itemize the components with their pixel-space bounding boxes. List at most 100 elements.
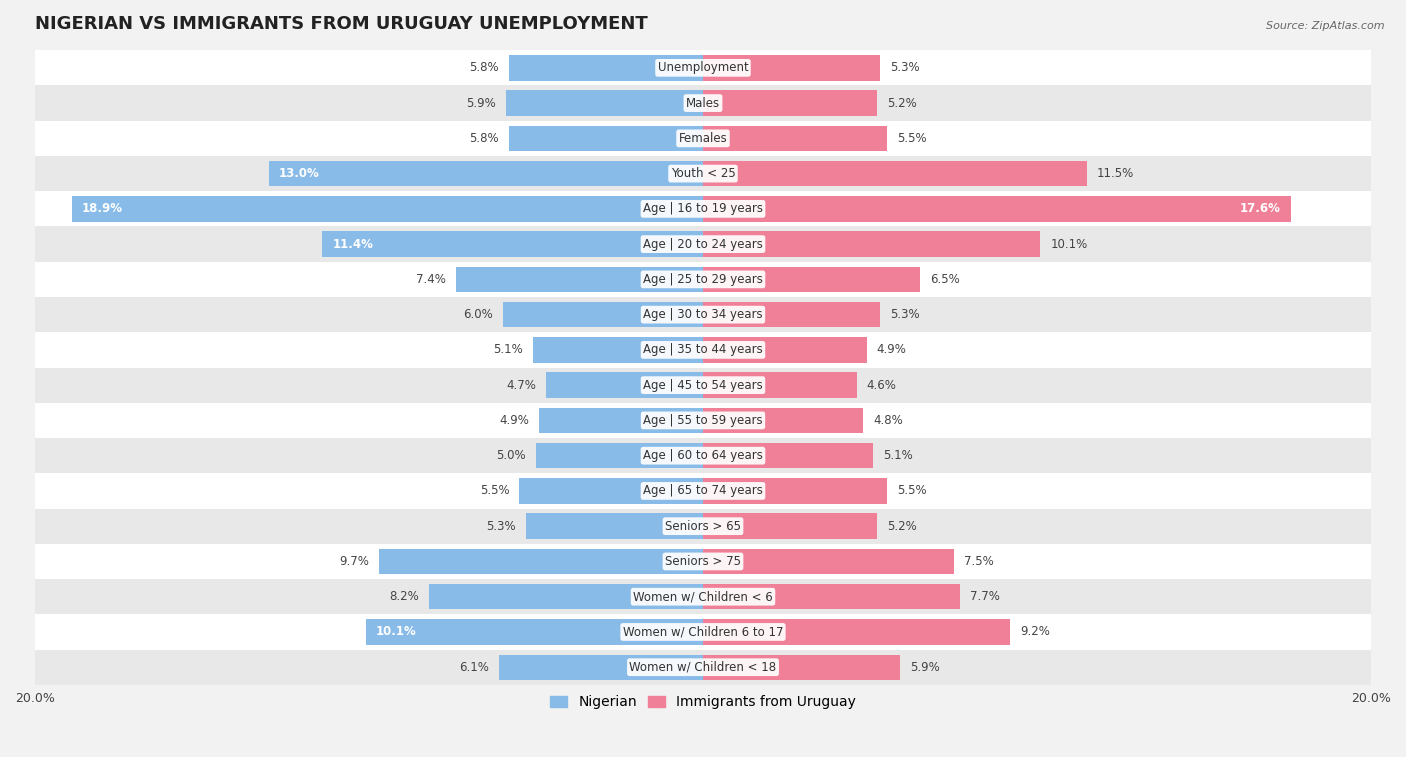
Bar [380, 549, 703, 574]
Bar [546, 372, 703, 398]
Bar [456, 266, 703, 292]
Bar [35, 86, 1371, 120]
Bar [35, 156, 1371, 192]
Bar [35, 615, 1371, 650]
Text: 6.5%: 6.5% [931, 273, 960, 286]
Text: 9.2%: 9.2% [1021, 625, 1050, 638]
Text: Seniors > 65: Seniors > 65 [665, 520, 741, 533]
Bar [72, 196, 703, 222]
Text: Age | 30 to 34 years: Age | 30 to 34 years [643, 308, 763, 321]
Text: 6.1%: 6.1% [460, 661, 489, 674]
Text: 5.2%: 5.2% [887, 520, 917, 533]
Bar [703, 513, 877, 539]
Bar [35, 368, 1371, 403]
Bar [519, 478, 703, 503]
Text: 5.8%: 5.8% [470, 132, 499, 145]
Text: Source: ZipAtlas.com: Source: ZipAtlas.com [1267, 21, 1385, 31]
Bar [35, 438, 1371, 473]
Bar [506, 90, 703, 116]
Bar [703, 196, 1291, 222]
Bar [35, 544, 1371, 579]
Legend: Nigerian, Immigrants from Uruguay: Nigerian, Immigrants from Uruguay [546, 690, 860, 715]
Text: 7.4%: 7.4% [416, 273, 446, 286]
Bar [35, 403, 1371, 438]
Bar [35, 473, 1371, 509]
Text: Age | 60 to 64 years: Age | 60 to 64 years [643, 449, 763, 463]
Text: Women w/ Children < 18: Women w/ Children < 18 [630, 661, 776, 674]
Bar [429, 584, 703, 609]
Text: Males: Males [686, 97, 720, 110]
Text: 5.5%: 5.5% [897, 132, 927, 145]
Text: 8.2%: 8.2% [389, 590, 419, 603]
Text: Unemployment: Unemployment [658, 61, 748, 74]
Bar [703, 55, 880, 80]
Text: Age | 20 to 24 years: Age | 20 to 24 years [643, 238, 763, 251]
Text: 10.1%: 10.1% [1050, 238, 1088, 251]
Bar [536, 443, 703, 469]
Text: 13.0%: 13.0% [278, 167, 319, 180]
Bar [35, 509, 1371, 544]
Text: 4.9%: 4.9% [877, 344, 907, 357]
Text: 4.6%: 4.6% [866, 378, 897, 391]
Text: 5.1%: 5.1% [494, 344, 523, 357]
Text: Women w/ Children < 6: Women w/ Children < 6 [633, 590, 773, 603]
Text: 11.5%: 11.5% [1097, 167, 1135, 180]
Text: 11.4%: 11.4% [332, 238, 373, 251]
Text: 5.3%: 5.3% [486, 520, 516, 533]
Bar [526, 513, 703, 539]
Bar [703, 90, 877, 116]
Text: Age | 25 to 29 years: Age | 25 to 29 years [643, 273, 763, 286]
Text: 6.0%: 6.0% [463, 308, 492, 321]
Text: 5.9%: 5.9% [910, 661, 939, 674]
Bar [502, 302, 703, 327]
Bar [703, 478, 887, 503]
Bar [499, 655, 703, 680]
Text: 5.0%: 5.0% [496, 449, 526, 463]
Bar [703, 655, 900, 680]
Text: 5.3%: 5.3% [890, 61, 920, 74]
Bar [703, 337, 866, 363]
Bar [35, 120, 1371, 156]
Bar [703, 549, 953, 574]
Bar [703, 443, 873, 469]
Text: Age | 16 to 19 years: Age | 16 to 19 years [643, 202, 763, 215]
Bar [533, 337, 703, 363]
Text: Seniors > 75: Seniors > 75 [665, 555, 741, 568]
Text: 5.1%: 5.1% [883, 449, 912, 463]
Bar [540, 408, 703, 433]
Text: 18.9%: 18.9% [82, 202, 122, 215]
Text: 4.9%: 4.9% [499, 414, 529, 427]
Bar [366, 619, 703, 645]
Text: 7.5%: 7.5% [963, 555, 993, 568]
Text: 17.6%: 17.6% [1240, 202, 1281, 215]
Bar [35, 50, 1371, 86]
Text: 5.5%: 5.5% [897, 484, 927, 497]
Text: Women w/ Children 6 to 17: Women w/ Children 6 to 17 [623, 625, 783, 638]
Bar [269, 161, 703, 186]
Text: 9.7%: 9.7% [339, 555, 368, 568]
Bar [703, 619, 1011, 645]
Bar [703, 372, 856, 398]
Bar [35, 192, 1371, 226]
Text: 5.9%: 5.9% [467, 97, 496, 110]
Text: 5.5%: 5.5% [479, 484, 509, 497]
Text: 4.7%: 4.7% [506, 378, 536, 391]
Text: NIGERIAN VS IMMIGRANTS FROM URUGUAY UNEMPLOYMENT: NIGERIAN VS IMMIGRANTS FROM URUGUAY UNEM… [35, 15, 648, 33]
Bar [703, 266, 920, 292]
Text: Age | 55 to 59 years: Age | 55 to 59 years [643, 414, 763, 427]
Text: 5.2%: 5.2% [887, 97, 917, 110]
Text: Youth < 25: Youth < 25 [671, 167, 735, 180]
Text: Age | 35 to 44 years: Age | 35 to 44 years [643, 344, 763, 357]
Text: Females: Females [679, 132, 727, 145]
Bar [703, 584, 960, 609]
Bar [35, 579, 1371, 615]
Bar [703, 302, 880, 327]
Bar [35, 226, 1371, 262]
Text: 7.7%: 7.7% [970, 590, 1000, 603]
Text: Age | 65 to 74 years: Age | 65 to 74 years [643, 484, 763, 497]
Bar [35, 297, 1371, 332]
Text: Age | 45 to 54 years: Age | 45 to 54 years [643, 378, 763, 391]
Bar [703, 232, 1040, 257]
Bar [703, 408, 863, 433]
Bar [703, 161, 1087, 186]
